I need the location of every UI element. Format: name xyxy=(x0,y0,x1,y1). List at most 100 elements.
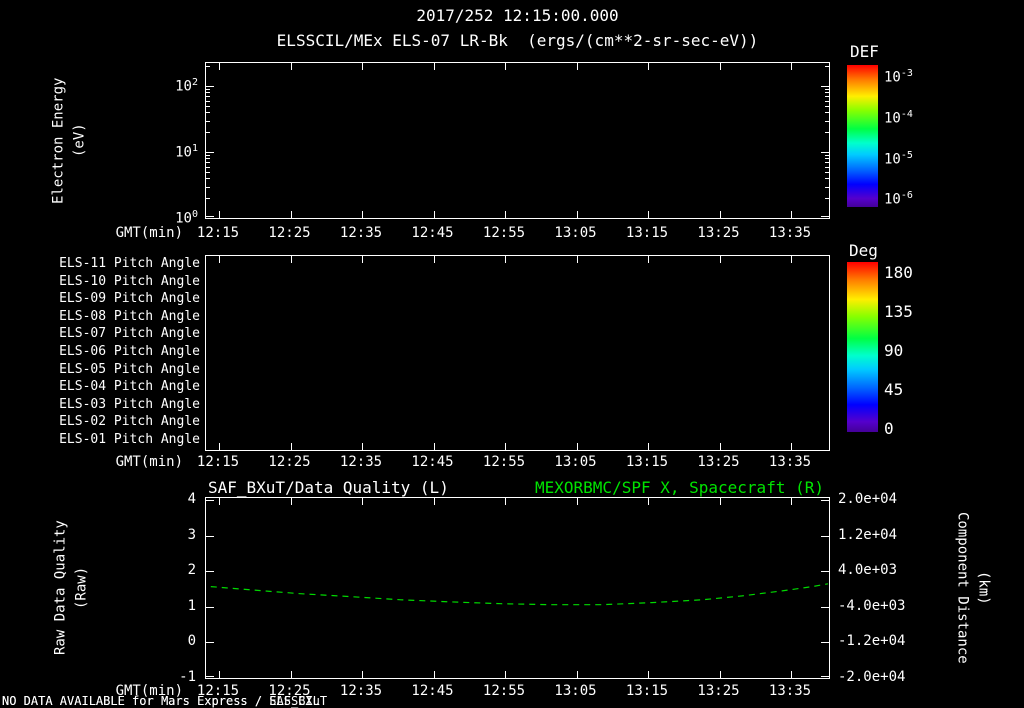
x-tick-label: 13:25 xyxy=(697,225,740,241)
x-tick-mark xyxy=(505,498,506,505)
x-tick-mark xyxy=(434,211,435,218)
x-tick-mark xyxy=(291,443,292,450)
x-tick-mark xyxy=(291,256,292,263)
deg-colorbar-tick-label: 135 xyxy=(884,302,913,321)
pitch-row-label: ELS-08 Pitch Angle xyxy=(59,308,200,324)
y-minor-tick-mark xyxy=(825,92,829,94)
x-tick-mark xyxy=(291,498,292,505)
deg-colorbar-tick-label: 180 xyxy=(884,263,913,282)
x-tick-mark xyxy=(791,211,792,218)
distance-y-tick-label: -1.2e+04 xyxy=(838,633,906,649)
pitch-row-label: ELS-06 Pitch Angle xyxy=(59,344,200,359)
x-tick-label: 12:35 xyxy=(339,225,383,241)
y-minor-tick-mark xyxy=(825,89,829,90)
pitch-row-label: ELS-01 Pitch Angle xyxy=(59,432,200,447)
x-tick-mark xyxy=(219,256,220,263)
x-tick-mark xyxy=(720,498,721,505)
quality-y-tick-label: 0 xyxy=(187,633,196,649)
quality-panel-title-left: SAF_BXuT/Data Quality (L) xyxy=(208,478,449,497)
energy-y-tick-label: 100 xyxy=(175,209,198,227)
y-minor-tick-mark xyxy=(206,112,210,114)
x-tick-label: 12:55 xyxy=(482,683,526,699)
y-tick-mark xyxy=(206,500,214,501)
y-minor-tick-mark xyxy=(206,155,210,156)
y-tick-mark xyxy=(206,642,214,643)
energy-axis-label: Electron Energy xyxy=(50,77,67,204)
y-tick-mark xyxy=(821,152,829,153)
x-tick-label: 12:45 xyxy=(411,225,454,241)
def-colorbar-tick-label: 10-5 xyxy=(884,149,913,168)
data-quality-panel xyxy=(205,497,830,679)
spacecraft-x-curve xyxy=(210,583,829,606)
x-tick-label: 12:55 xyxy=(482,225,526,241)
pitch-row-label: ELS-05 Pitch Angle xyxy=(59,361,200,377)
distance-axis-label: Component Distance xyxy=(954,512,971,664)
x-tick-mark xyxy=(362,211,363,218)
y-tick-mark xyxy=(206,152,214,153)
x-tick-mark xyxy=(791,443,792,450)
x-tick-mark xyxy=(577,256,578,263)
y-minor-tick-mark xyxy=(206,162,210,164)
quality-y-tick-label: 3 xyxy=(187,526,196,543)
energy-spectrogram-panel xyxy=(205,62,830,219)
x-tick-mark xyxy=(362,443,363,450)
deg-colorbar-tick-label: 0 xyxy=(884,419,894,438)
quality-y-tick-label: 1 xyxy=(187,597,196,614)
pitch-angle-panel xyxy=(205,255,830,451)
pitch-row-label: ELS-10 Pitch Angle xyxy=(59,273,200,289)
x-tick-mark xyxy=(434,63,435,70)
y-minor-tick-mark xyxy=(825,100,829,102)
x-tick-mark xyxy=(291,63,292,70)
x-tick-mark xyxy=(362,671,363,678)
plot-subtitle: ELSSCIL/MEx ELS-07 LR-Bk (ergs/(cm**2-sr… xyxy=(276,31,759,50)
y-minor-tick-mark xyxy=(825,162,829,164)
x-tick-mark xyxy=(219,63,220,70)
x-tick-mark xyxy=(291,671,292,678)
x-tick-label: 13:15 xyxy=(625,454,669,470)
x-tick-mark xyxy=(291,211,292,218)
y-minor-tick-mark xyxy=(206,89,210,90)
y-minor-tick-mark xyxy=(825,158,829,160)
y-minor-tick-mark xyxy=(206,92,210,94)
x-tick-mark xyxy=(219,211,220,218)
x-tick-mark xyxy=(219,671,220,678)
x-tick-mark xyxy=(791,63,792,70)
x-tick-label: 12:25 xyxy=(268,225,311,241)
y-minor-tick-mark xyxy=(825,155,829,156)
quality-y-tick-label: -1 xyxy=(179,668,196,685)
y-tick-mark xyxy=(206,676,214,677)
x-tick-label: 13:15 xyxy=(625,225,669,241)
y-minor-tick-mark xyxy=(825,120,829,122)
pitch-row-label: ELS-07 Pitch Angle xyxy=(59,326,200,342)
gmt-axis-label: GMT(min) xyxy=(115,683,183,699)
y-minor-tick-mark xyxy=(206,186,210,188)
y-tick-mark xyxy=(206,86,214,87)
spacecraft-x-polyline xyxy=(210,583,829,606)
x-tick-label: 12:35 xyxy=(339,454,383,470)
def-colorbar-tick-label: 10-6 xyxy=(884,190,913,209)
y-minor-tick-mark xyxy=(825,66,829,68)
y-tick-mark xyxy=(821,676,829,677)
x-tick-label: 13:25 xyxy=(697,454,740,470)
x-tick-label: 12:15 xyxy=(196,454,240,470)
x-tick-mark xyxy=(577,63,578,70)
y-tick-mark xyxy=(206,536,214,537)
x-tick-mark xyxy=(434,443,435,450)
deg-colorbar-title: Deg xyxy=(849,241,878,260)
x-tick-label: 13:25 xyxy=(697,683,740,699)
x-tick-mark xyxy=(362,498,363,505)
x-tick-label: 12:45 xyxy=(411,683,454,699)
distance-y-tick-label: -4.0e+03 xyxy=(838,597,906,614)
y-tick-mark xyxy=(821,536,829,537)
y-minor-tick-mark xyxy=(825,178,829,180)
x-tick-label: 12:55 xyxy=(482,454,526,470)
y-minor-tick-mark xyxy=(206,105,210,107)
y-tick-mark xyxy=(821,500,829,501)
x-tick-mark xyxy=(505,63,506,70)
y-minor-tick-mark xyxy=(206,158,210,160)
pitch-row-label: ELS-11 Pitch Angle xyxy=(59,256,200,271)
def-colorbar xyxy=(847,65,878,207)
x-tick-mark xyxy=(648,498,649,505)
x-tick-mark xyxy=(362,63,363,70)
